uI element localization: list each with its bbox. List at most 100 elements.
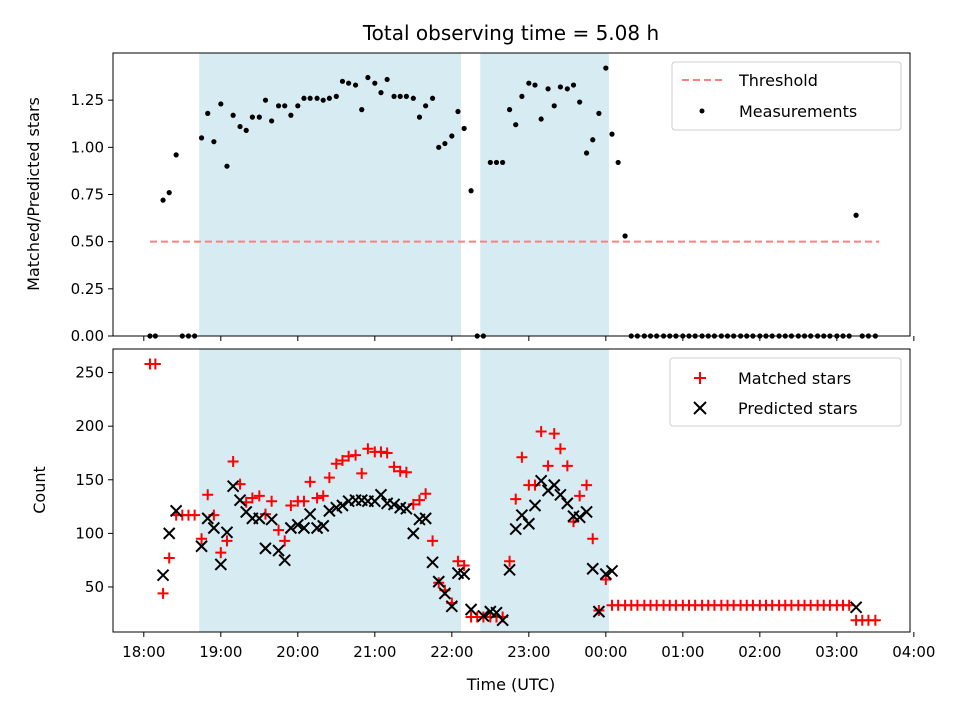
predicted-star-point-46	[477, 609, 490, 623]
matched-star-point-25	[304, 476, 316, 488]
predicted-star-point-33	[387, 498, 401, 511]
matched-star-point-34	[362, 443, 374, 455]
matched-star-point-68	[581, 479, 593, 491]
measurement-point-61	[538, 116, 544, 122]
measurement-point-48	[455, 108, 461, 115]
matched-star-point-9	[202, 489, 214, 501]
predicted-star-point-58	[554, 488, 567, 501]
matched-star-point-7	[189, 509, 201, 521]
predicted-star-point-55	[534, 474, 548, 488]
predicted-star-point-40	[432, 575, 445, 588]
matched-star-point-56	[504, 555, 516, 567]
matched-star-point-61	[535, 426, 547, 438]
bottom-ytick-label-3: 200	[75, 417, 104, 435]
top-ytick-label-0: 0.00	[71, 327, 104, 345]
measurement-point-69	[590, 137, 596, 143]
top-y-axis-ticks: 0.00 0.25 0.50 0.75 1.00 1.25	[71, 91, 113, 345]
bottom-ytick-label-0: 50	[85, 578, 104, 596]
matched-star-point-26	[311, 492, 323, 504]
predicted-star-point-6	[214, 558, 228, 571]
predicted-star-point-4	[201, 512, 214, 525]
predicted-star-point-3	[195, 540, 208, 553]
top-x-axis-ticks	[143, 336, 915, 341]
matched-star-point-2	[157, 587, 169, 599]
measurement-point-46	[442, 140, 448, 147]
measurement-point-60	[532, 82, 538, 88]
measurement-point-110	[853, 212, 859, 218]
matched-star-point-19	[266, 495, 278, 507]
predicted-star-point-0	[156, 568, 170, 582]
predicted-star-point-7	[220, 526, 234, 539]
predicted-star-point-19	[297, 521, 311, 535]
matched-star-point-18	[259, 508, 271, 520]
measurement-point-66	[570, 82, 577, 88]
measurement-point-41	[410, 95, 416, 101]
bottom-xtick-label-6: 00:00	[584, 643, 627, 661]
legend-matched-label: Matched stars	[738, 369, 851, 388]
measurement-point-27	[320, 97, 326, 103]
matched-star-point-58	[516, 451, 528, 463]
measurement-point-11	[218, 101, 224, 107]
measurement-point-58	[519, 93, 525, 99]
matched-star-point-17	[253, 490, 265, 502]
legend-predicted-label: Predicted stars	[738, 399, 858, 418]
matched-star-point-22	[285, 500, 297, 512]
legend-measurements-swatch	[699, 108, 705, 114]
predicted-star-point-1	[163, 527, 176, 540]
measurement-point-28	[326, 95, 332, 101]
predicted-star-point-65	[599, 567, 613, 581]
measurement-point-12	[224, 163, 230, 169]
predicted-star-point-35	[400, 502, 413, 515]
legend-threshold-label: Threshold	[738, 71, 818, 90]
bottom-x-axis-ticks: 18:00 19:00 20:00 21:00 22:00 23:00 00:00 01:00…	[122, 632, 935, 661]
top-legend-box	[671, 61, 902, 131]
predicted-star-point-66	[605, 564, 619, 578]
measurement-point-21	[282, 103, 288, 109]
measurement-point-71	[603, 65, 609, 71]
predicted-star-point-64	[592, 605, 606, 618]
measurement-point-15	[243, 127, 249, 133]
measurement-point-38	[391, 93, 397, 99]
measurement-point-40	[403, 93, 409, 99]
measurement-point-18	[262, 97, 269, 103]
matched-star-point-21	[279, 535, 291, 547]
measurement-point-55	[500, 159, 506, 166]
predicted-star-point-44	[457, 567, 471, 581]
matched-star-point-11	[215, 547, 227, 559]
matched-star-point-39	[394, 465, 406, 477]
matched-star-point-3	[163, 552, 175, 564]
bottom-xtick-label-5: 23:00	[507, 643, 550, 661]
bottom-xtick-label-0: 18:00	[122, 643, 165, 661]
predicted-star-point-9	[233, 493, 247, 507]
top-ytick-label-5: 1.25	[71, 91, 104, 109]
predicted-star-point-52	[515, 508, 529, 522]
bottom-shaded-intervals	[199, 349, 609, 632]
matched-star-point-38	[388, 461, 400, 473]
predicted-star-point-15	[272, 544, 285, 557]
predicted-star-point-5	[207, 521, 221, 535]
star-count-points	[144, 358, 881, 627]
measurement-point-3	[166, 190, 172, 196]
matched-star-point-48	[452, 555, 464, 567]
bottom-x-axis-label: Time (UTC)	[466, 675, 555, 694]
measurement-point-16	[249, 114, 255, 120]
predicted-star-point-57	[548, 478, 561, 492]
predicted-star-point-45	[464, 603, 478, 616]
measurement-point-29	[333, 93, 339, 99]
matched-star-point-44	[427, 535, 439, 547]
measurement-point-64	[557, 84, 563, 90]
measurement-point-36	[378, 90, 384, 96]
matched-star-point-49	[458, 560, 470, 572]
predicted-star-point-38	[419, 512, 432, 525]
measurement-point-4	[173, 152, 179, 158]
matched-star-point-113	[869, 614, 881, 626]
predicted-star-point-12	[253, 512, 266, 525]
predicted-star-point-25	[336, 499, 349, 512]
measurement-point-63	[551, 103, 557, 109]
predicted-star-point-17	[284, 521, 298, 535]
bottom-xtick-label-3: 21:00	[353, 643, 396, 661]
predicted-star-point-63	[586, 562, 599, 575]
predicted-star-point-42	[445, 600, 459, 613]
measurement-point-68	[583, 150, 590, 156]
matched-star-point-69	[587, 533, 599, 545]
